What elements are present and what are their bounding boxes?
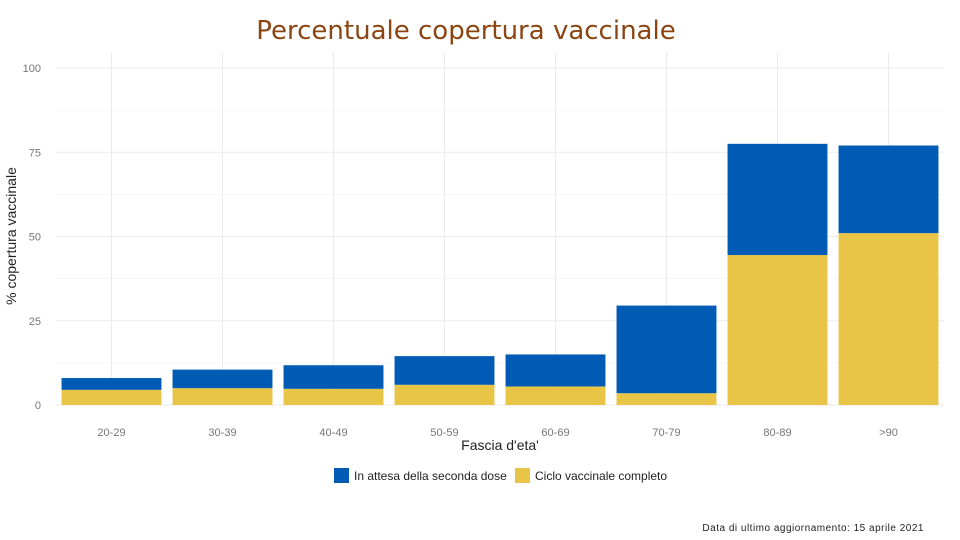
x-tick-label: >90: [879, 427, 898, 439]
bars-layer: [61, 143, 939, 405]
bar-segment: [61, 378, 162, 390]
x-tick-label: 50-59: [430, 427, 458, 439]
x-axis-ticks: 20-29 30-39 40-49 50-59 60-69 70-79 80-89 >90: [97, 427, 897, 439]
y-axis-label: % copertura vaccinale: [3, 167, 19, 305]
bar-segment: [61, 389, 162, 405]
bar-segment: [172, 369, 273, 389]
bar-segment: [505, 354, 606, 387]
legend: In attesa della seconda dose Ciclo vaccin…: [334, 468, 667, 483]
x-tick-label: 70-79: [652, 427, 680, 439]
x-tick-label: 80-89: [763, 427, 791, 439]
y-axis-ticks: 0 25 50 75 100: [23, 63, 41, 412]
x-tick-label: 40-49: [319, 427, 347, 439]
legend-swatch: [334, 468, 349, 483]
y-tick-label: 100: [23, 63, 41, 75]
x-tick-label: 30-39: [208, 427, 236, 439]
bar-segment: [394, 356, 495, 385]
bar-segment: [727, 143, 828, 256]
legend-label: In attesa della seconda dose: [354, 469, 507, 483]
bar-segment: [616, 305, 717, 394]
legend-swatch: [515, 468, 530, 483]
bar-segment: [838, 145, 939, 234]
bar-segment: [283, 388, 384, 405]
bar-segment: [616, 393, 717, 405]
y-tick-label: 75: [29, 147, 41, 159]
update-date-note: Data di ultimo aggiornamento: 15 aprile …: [702, 523, 924, 534]
y-tick-label: 0: [35, 400, 41, 412]
y-tick-label: 50: [29, 232, 41, 244]
bar-segment: [394, 384, 495, 405]
bar-segment: [283, 365, 384, 389]
grid-layer: [56, 52, 944, 406]
y-tick-label: 25: [29, 316, 41, 328]
bar-segment: [505, 386, 606, 405]
bar-segment: [172, 388, 273, 405]
chart-title: Percentuale copertura vaccinale: [256, 16, 676, 46]
x-tick-label: 20-29: [97, 427, 125, 439]
bar-segment: [727, 255, 828, 405]
bar-segment: [838, 233, 939, 405]
legend-label: Ciclo vaccinale completo: [535, 469, 667, 483]
x-tick-label: 60-69: [541, 427, 569, 439]
x-axis-label: Fascia d'eta': [461, 437, 539, 453]
